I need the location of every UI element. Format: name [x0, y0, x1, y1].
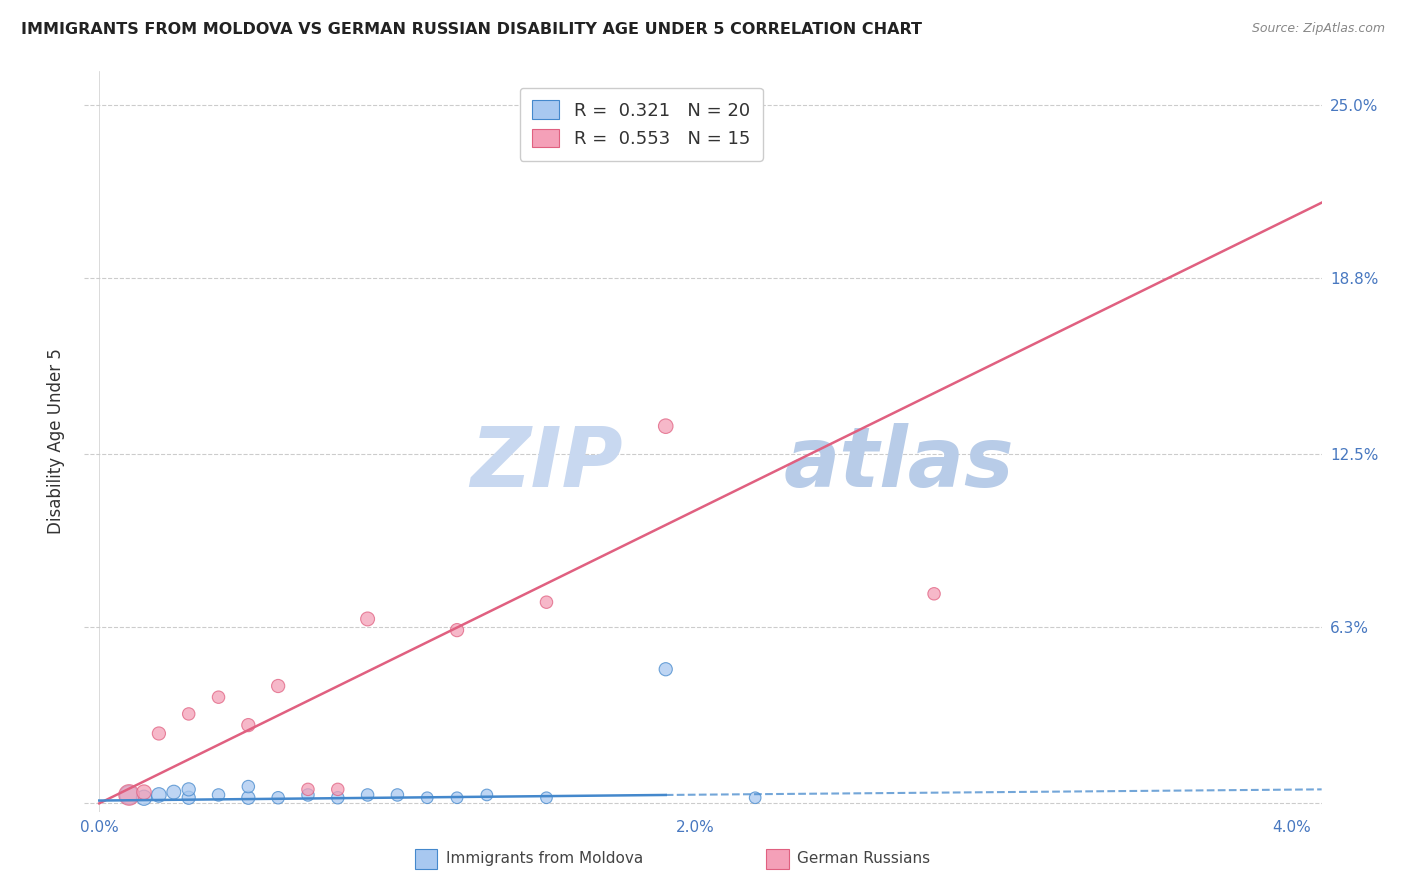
Point: [744, 790, 766, 805]
Point: [922, 587, 945, 601]
Y-axis label: Disability Age Under 5: Disability Age Under 5: [46, 349, 65, 534]
Point: [654, 662, 676, 676]
Point: [132, 790, 155, 805]
Point: [177, 706, 200, 721]
Point: [654, 419, 676, 434]
Text: German Russians: German Russians: [797, 851, 931, 865]
Point: [238, 790, 260, 805]
Point: [177, 790, 200, 805]
Text: Immigrants from Moldova: Immigrants from Moldova: [446, 851, 643, 865]
Legend: R =  0.321   N = 20, R =  0.553   N = 15: R = 0.321 N = 20, R = 0.553 N = 15: [520, 87, 762, 161]
Text: atlas: atlas: [783, 423, 1014, 504]
Point: [326, 782, 349, 797]
Point: [446, 623, 468, 637]
Point: [163, 785, 186, 799]
Point: [267, 790, 290, 805]
Point: [207, 788, 229, 802]
Point: [148, 788, 170, 802]
Point: [148, 726, 170, 740]
Point: [536, 595, 558, 609]
Point: [475, 788, 498, 802]
Text: IMMIGRANTS FROM MOLDOVA VS GERMAN RUSSIAN DISABILITY AGE UNDER 5 CORRELATION CHA: IMMIGRANTS FROM MOLDOVA VS GERMAN RUSSIA…: [21, 22, 922, 37]
Point: [297, 788, 319, 802]
Point: [207, 690, 229, 705]
Point: [238, 780, 260, 794]
Point: [446, 790, 468, 805]
Point: [238, 718, 260, 732]
Point: [132, 785, 155, 799]
Text: Source: ZipAtlas.com: Source: ZipAtlas.com: [1251, 22, 1385, 36]
Point: [297, 782, 319, 797]
Point: [387, 788, 409, 802]
Point: [326, 790, 349, 805]
Point: [744, 126, 766, 140]
Point: [118, 788, 141, 802]
Text: ZIP: ZIP: [470, 423, 623, 504]
Point: [416, 790, 439, 805]
Point: [118, 788, 141, 802]
Point: [356, 612, 378, 626]
Point: [356, 788, 378, 802]
Point: [267, 679, 290, 693]
Point: [536, 790, 558, 805]
Point: [177, 782, 200, 797]
